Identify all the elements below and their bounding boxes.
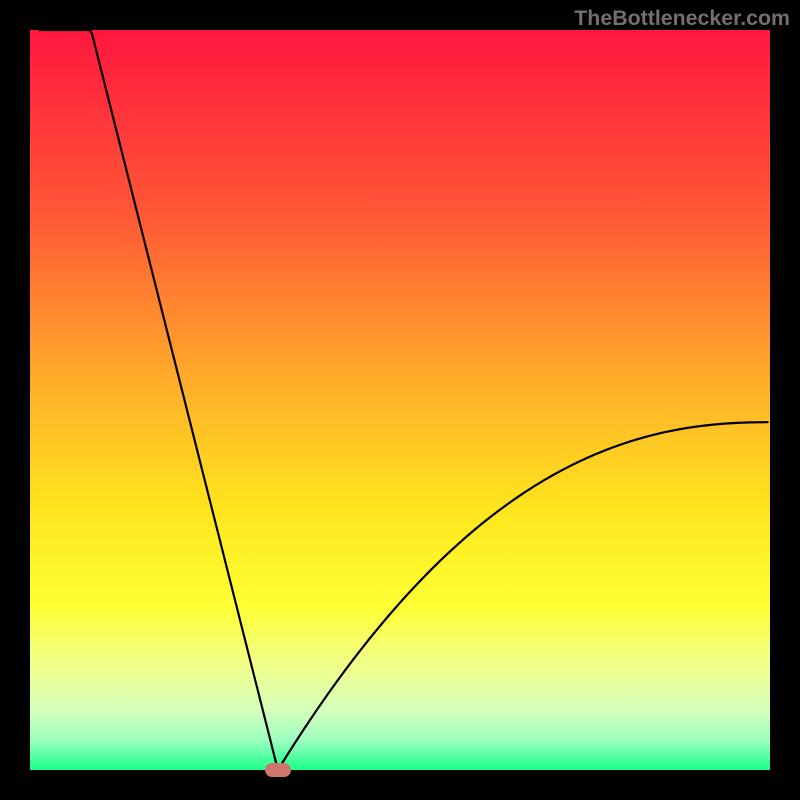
plot-area	[30, 30, 770, 770]
watermark-text: TheBottlenecker.com	[574, 6, 790, 31]
apex-marker	[265, 763, 291, 777]
chart-stage: TheBottlenecker.com	[0, 0, 800, 800]
